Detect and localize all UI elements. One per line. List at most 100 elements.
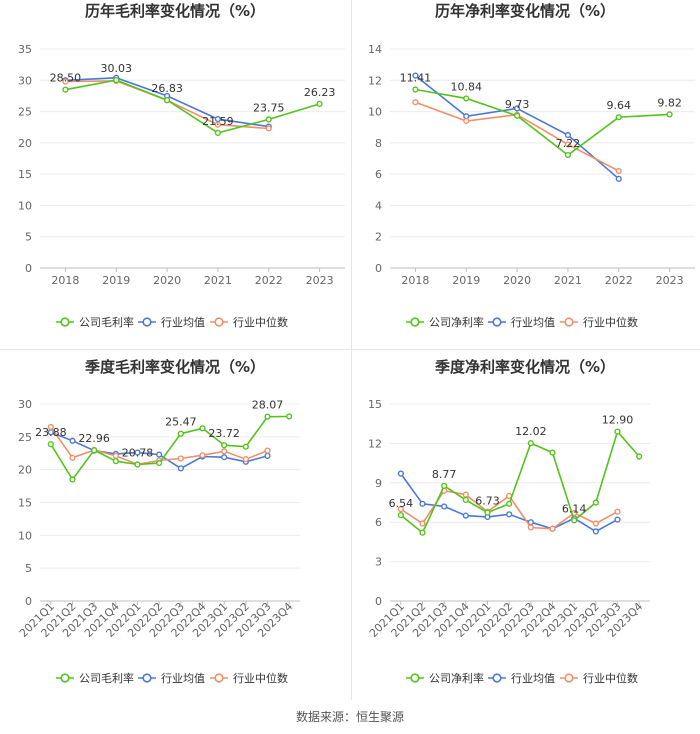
chart-title: 季度毛利率变化情况（%） [85, 358, 265, 376]
data-point-company [156, 459, 163, 467]
data-label: 10.84 [451, 80, 483, 93]
legend-label: 行业均值 [511, 316, 555, 329]
y-tick-label: 0 [25, 262, 32, 275]
y-tick-label: 3 [375, 556, 382, 569]
data-point-industry_avg [462, 512, 469, 519]
y-tick-label: 10 [368, 106, 382, 119]
y-tick-label: 30 [18, 74, 32, 87]
data-label: 28.07 [252, 399, 284, 412]
data-point-company [412, 86, 419, 93]
chart-title: 季度净利率变化情况（%） [435, 358, 615, 376]
y-tick-label: 12 [368, 74, 382, 87]
y-tick-label: 6 [375, 516, 382, 529]
data-point-industry_median [221, 448, 228, 455]
data-point-company [564, 151, 572, 159]
data-point-industry_median [264, 447, 271, 454]
legend-swatch-marker [142, 673, 152, 683]
chart-quarterly-net-margin: 季度净利率变化情况（%） 0 3 6 9 12 15 2021Q1 2021Q2 2021Q3 20… [350, 350, 700, 705]
data-point-company [163, 97, 171, 104]
y-tick-label: 15 [18, 497, 32, 510]
data-point-industry_avg [214, 115, 222, 123]
data-label: 6.54 [389, 497, 414, 510]
horizontal-divider [0, 349, 700, 350]
y-tick-label: 0 [375, 262, 382, 275]
data-point-industry_median [214, 121, 222, 128]
y-tick-label: 20 [18, 137, 32, 150]
data-point-industry_median [112, 452, 119, 459]
y-tick-label: 35 [18, 43, 32, 56]
x-tick-label: 2019 [102, 274, 130, 287]
data-label: 6.14 [562, 502, 587, 515]
data-point-company [265, 116, 272, 123]
chart-title: 历年毛利率变化情况（%） [85, 2, 265, 20]
data-label: 9.64 [607, 99, 632, 112]
data-source-note: 数据来源：恒生聚源 [295, 710, 404, 724]
data-point-industry_median [615, 167, 622, 175]
y-tick-label: 4 [375, 199, 382, 212]
data-point-industry_avg [615, 175, 622, 182]
chart-svg-quarterly-gross-margin: 季度毛利率变化情况（%）0510152025302021Q12021Q22021… [17, 358, 300, 685]
legend-swatch-marker [214, 317, 224, 327]
chart-title: 历年净利率变化情况（%） [435, 2, 615, 20]
y-tick-label: 15 [368, 398, 382, 411]
y-tick-label: 0 [25, 595, 32, 608]
x-tick-label: 2023 [306, 274, 334, 287]
chart-svg-annual-net-margin: 历年净利率变化情况（%） 0 2 4 6 8 10 12 14 2018 2019 2020 2021 2… [368, 2, 695, 329]
data-label: 9.82 [657, 96, 682, 109]
data-point-industry_median [564, 141, 572, 148]
data-point-company [177, 430, 184, 437]
x-tick-label: 2018 [401, 274, 429, 287]
y-tick-label: 14 [368, 43, 382, 56]
legend-swatch-marker [564, 673, 574, 683]
data-label: 30.03 [101, 62, 133, 75]
data-label: 23.75 [253, 101, 285, 114]
data-point-company [397, 512, 404, 519]
data-point-company [316, 100, 323, 107]
data-label: 8.77 [432, 468, 457, 481]
y-tick-label: 30 [18, 398, 32, 411]
data-point-industry_median [592, 520, 599, 527]
data-point-industry_median [419, 520, 426, 527]
data-point-industry_median [242, 456, 249, 463]
y-tick-label: 25 [18, 106, 32, 119]
data-label: 7.22 [556, 137, 581, 150]
data-point-industry_median [69, 454, 76, 461]
data-point-industry_median [614, 508, 621, 515]
data-label: 9.73 [505, 98, 530, 111]
legend-label: 行业均值 [511, 672, 555, 685]
data-label: 26.23 [304, 86, 336, 99]
legend-swatch-marker [214, 673, 224, 683]
data-label: 22.96 [78, 432, 110, 445]
data-point-company [462, 496, 469, 503]
data-point-industry_avg [506, 511, 513, 518]
x-tick-label: 2020 [503, 274, 531, 287]
data-point-company [615, 114, 622, 121]
y-tick-label: 15 [18, 168, 32, 181]
data-label: 11.41 [400, 72, 432, 85]
data-label: 28.50 [50, 72, 82, 85]
data-point-company [242, 443, 249, 450]
data-point-company [113, 76, 120, 84]
data-label: 23.72 [208, 427, 240, 440]
data-point-company [441, 482, 448, 489]
legend-label: 行业中位数 [583, 671, 638, 685]
legend-label: 行业均值 [161, 672, 205, 685]
data-point-industry_median [549, 525, 556, 532]
data-label: 25.47 [165, 416, 197, 429]
legend-swatch-marker [60, 317, 70, 327]
y-tick-label: 5 [25, 231, 32, 244]
data-point-industry_avg [264, 452, 271, 459]
data-point-company [199, 425, 206, 432]
data-point-industry_avg [69, 437, 76, 444]
data-label: 12.90 [602, 414, 634, 427]
chart-quarterly-gross-margin: 季度毛利率变化情况（%） 0 5 10 15 20 25 30 2021Q1 2021Q2 2021… [0, 350, 350, 705]
chart-svg-annual-gross-margin: 历年毛利率变化情况（%） 0 5 10 15 20 25 30 35 2018 2019 2020 20… [18, 2, 345, 329]
y-tick-label: 10 [18, 199, 32, 212]
legend-swatch-marker [60, 673, 70, 683]
y-tick-label: 25 [18, 431, 32, 444]
data-point-industry_median [199, 452, 206, 459]
series-line-industry_avg [414, 74, 620, 180]
data-point-company [614, 428, 621, 435]
data-point-company [527, 440, 534, 447]
legend-swatch-marker [492, 317, 502, 327]
